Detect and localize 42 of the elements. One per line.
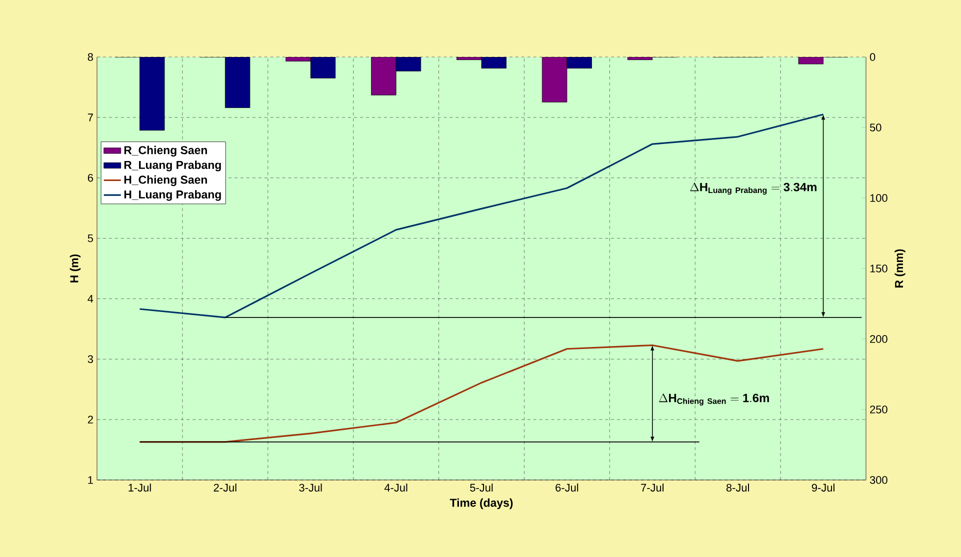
y2-tick-label: 300 (870, 476, 888, 484)
legend-label: R_Chieng Saen (124, 146, 207, 157)
bar (371, 57, 396, 96)
legend-label: H_Luang Prabang (124, 190, 221, 201)
x-tick-label: 8-Jul (726, 484, 749, 492)
x-axis-title: Time (days) (450, 498, 513, 510)
bar (396, 57, 422, 72)
bar (310, 57, 336, 78)
x-tick-label: 1-Jul (128, 484, 151, 492)
legend-label: H_Chieng Saen (124, 175, 207, 186)
y-tick-label: 3 (88, 355, 93, 364)
y-tick-label: 7 (88, 114, 93, 122)
annotation: $\Delta\mathbf{H_{Luang\ Prabang} = 3.34m}$ (690, 182, 816, 195)
x-tick-label: 4-Jul (384, 484, 408, 492)
y2-tick-label: 150 (870, 264, 888, 272)
annotation: $\Delta\mathbf{H_{Chieng\ Saen} = 1.6m}$ (659, 394, 769, 406)
bar (542, 57, 568, 102)
y-axis-title: H (m) (70, 254, 81, 282)
line-series (138, 344, 824, 443)
y-tick-label: 6 (88, 174, 93, 182)
y-tick-label: 8 (88, 53, 93, 61)
bar (481, 57, 506, 68)
y2-tick-label: 200 (870, 335, 888, 343)
x-tick-label: 2-Jul (214, 484, 236, 492)
x-tick-label: 9-Jul (812, 484, 834, 492)
x-tick-label: 5-Jul (470, 484, 493, 492)
y2-tick-label: 0 (870, 53, 876, 61)
y-tick-label: 5 (88, 234, 94, 242)
y2-tick-label: 250 (870, 406, 888, 414)
x-tick-label: 7-Jul (641, 484, 664, 492)
y2-tick-label: 100 (870, 194, 888, 202)
y2-tick-label: 50 (870, 124, 882, 132)
x-tick-label: 6-Jul (556, 484, 578, 492)
bar (140, 57, 165, 131)
y-tick-label: 1 (88, 476, 93, 484)
legend-label: R_Luang Prabang (124, 160, 221, 172)
y-tick-label: 4 (88, 294, 94, 302)
bar (224, 57, 250, 108)
x-tick-label: 3-Jul (299, 484, 322, 492)
y-tick-label: 2 (88, 416, 93, 424)
y2-axis-title: R (mm) (894, 249, 906, 288)
bar (566, 57, 592, 68)
